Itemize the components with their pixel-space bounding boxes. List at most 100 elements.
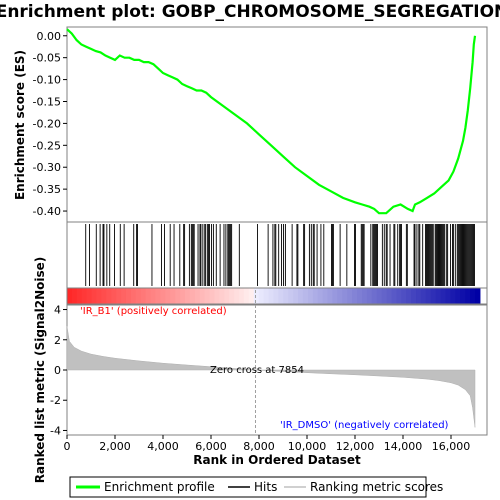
color-bar-segment [460,288,466,304]
color-bar-segment [145,288,152,304]
color-bar-segment [381,288,388,304]
color-bar-segment [293,288,299,304]
es-tick-label: -0.40 [33,205,61,218]
color-bar-segment [214,288,220,304]
color-bar-segment [396,288,402,304]
color-bar-segment [101,288,107,304]
color-bar-segment [155,288,161,304]
color-bar-segment [386,288,392,304]
metric-y-ticks: 4 2 0 -2 -4 [50,304,67,437]
color-bar-frame [66,287,488,305]
color-bar-segment [406,288,412,304]
color-bar-segment [135,288,142,304]
color-bar-segment [327,288,333,304]
x-tick-label: 12,000 [336,440,375,453]
color-bar-segment [140,288,147,304]
x-tick-label: 10,000 [288,440,327,453]
color-bar-segment [67,288,73,304]
color-bar-segment [352,288,358,304]
zero-cross-label: Zero cross at 7854 [210,365,304,376]
color-bar-segment [420,288,427,304]
color-bar-segment [130,288,137,304]
color-bar-segment [239,288,245,304]
color-bar-segment [96,288,102,304]
color-bar-segment [371,288,378,304]
color-bar-segment [243,288,250,304]
metric-tick-label: 2 [54,334,61,347]
x-tick-label: 14,000 [384,440,423,453]
color-bar-segment [234,288,240,304]
color-bar-segment [416,288,422,304]
color-bar-segment [184,288,191,304]
es-tick-label: -0.30 [33,161,61,174]
color-bar-segment [283,288,289,304]
color-bar-segment [312,288,319,304]
color-bar-segment [307,288,314,304]
metric-tick-label: 4 [54,304,61,317]
metric-y-axis-label: Ranked list metric (Signal2Noise) [33,257,47,484]
color-bar-segment [248,288,255,304]
color-bar-segment [455,288,461,304]
color-bar-segment [81,288,88,304]
color-bar-segment [86,288,93,304]
color-bar-segment [229,288,235,304]
color-bar-segment [125,288,132,304]
color-bar-segment [268,288,274,304]
color-bar-segment [391,288,397,304]
color-bar-segment [317,288,324,304]
color-bar-segment [298,288,304,304]
color-bar-segment [288,288,294,304]
legend-enrichment-label: Enrichment profile [104,480,215,494]
color-bar-segment [273,288,279,304]
hit-marks [85,224,475,286]
color-bar-segment [342,288,348,304]
color-bar-segment [445,288,451,304]
color-bar-segment [361,288,368,304]
legend-metric-label: Ranking metric scores [310,480,443,494]
es-y-ticks: 0.00 -0.05 -0.10 -0.15 -0.20 -0.25 -0.30 -0.35 -… [33,30,67,218]
x-ticks: 0 2,000 4,000 6,000 8,000 10,000 12,000 14,000 1… [64,435,471,453]
color-bar-segment [165,288,171,304]
color-bar-segment [204,288,211,304]
color-bar-segment [401,288,407,304]
color-bar-segment [332,288,338,304]
es-tick-label: -0.15 [33,95,61,108]
legend-hits-label: Hits [254,480,277,494]
color-bar-segment [71,288,78,304]
color-bar-segment [150,288,157,304]
color-bar-segment [170,288,176,304]
es-tick-label: -0.25 [33,139,61,152]
color-bar-segment [263,288,270,304]
es-tick-label: -0.10 [33,74,61,87]
x-tick-label: 8,000 [243,440,275,453]
x-tick-label: 0 [64,440,71,453]
color-bar-segment [76,288,83,304]
x-tick-label: 6,000 [195,440,227,453]
color-bar-segment [199,288,206,304]
color-bar-segment [106,288,112,304]
x-tick-label: 16,000 [432,440,471,453]
color-bar-segment [116,288,122,304]
color-bar-segment [302,288,309,304]
color-bar-segment [440,288,447,304]
color-bar-segment [347,288,353,304]
es-tick-label: -0.20 [33,117,61,130]
color-bar-segment [430,288,437,304]
positive-label: 'IR_B1' (positively correlated) [80,306,227,317]
hits-panel [66,221,488,289]
x-axis-label: Rank in Ordered Dataset [193,453,361,467]
x-tick-label: 2,000 [99,440,131,453]
enrichment-profile-line [66,28,477,215]
color-bar-segment [160,288,166,304]
color-bar-segment [209,288,216,304]
color-bar-segment [194,288,201,304]
ranking-metric-area [66,326,476,428]
x-tick-label: 4,000 [147,440,179,453]
metric-tick-label: -4 [50,424,61,437]
color-bar-segment [91,288,98,304]
color-bar-segment [111,288,117,304]
color-bar-segment [175,288,181,304]
color-bar-segment [189,288,196,304]
color-bar-segment [258,288,265,304]
es-tick-label: 0.00 [37,30,62,43]
